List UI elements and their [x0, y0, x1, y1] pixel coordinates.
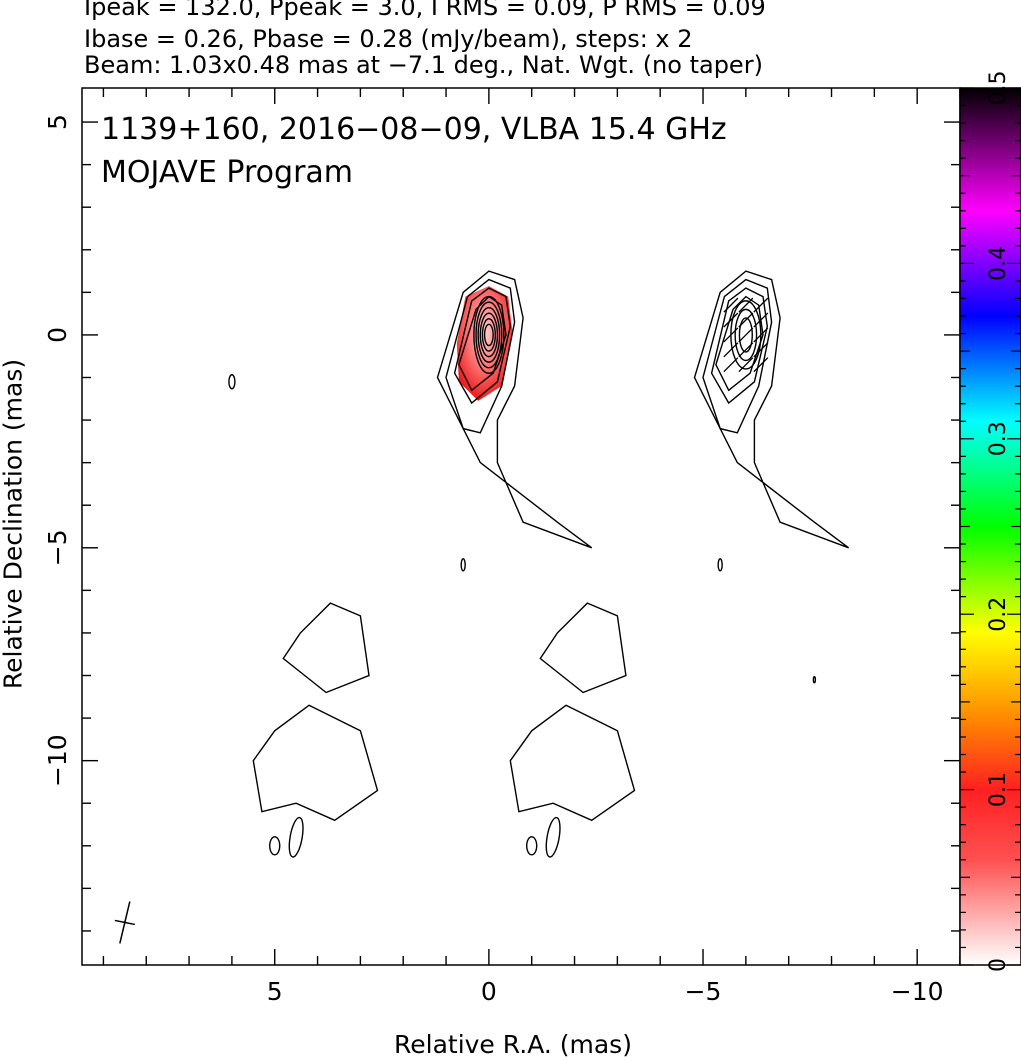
- contour-blob-i: [252, 704, 379, 822]
- evpa-vector: [723, 327, 739, 343]
- header-line-2: Ibase = 0.26, Pbase = 0.28 (mJy/beam), s…: [84, 25, 693, 53]
- colorbar-tick-label: 0.2: [986, 597, 1011, 632]
- contour-blob-p: [509, 704, 636, 822]
- contour-blob-p: [545, 816, 561, 858]
- contour-p-1: [702, 278, 773, 434]
- evpa-vector: [738, 312, 754, 328]
- header-line-1: Ipeak = 132.0, Ppeak = 3.0, I RMS = 0.09…: [84, 0, 766, 21]
- evpa-vector: [753, 327, 769, 343]
- contour-p-2: [710, 287, 769, 405]
- contour-blob-i: [228, 374, 236, 390]
- contour-p-core: [734, 308, 758, 362]
- contour-i-core: [481, 318, 497, 352]
- y-tick-label: 0: [43, 327, 72, 343]
- evpa-vector: [738, 342, 754, 358]
- evpa-vectors: [723, 297, 769, 373]
- contour-i-core: [477, 306, 501, 363]
- contour-i-core: [475, 301, 503, 369]
- contour-p-core: [738, 317, 753, 353]
- evpa-vector: [753, 342, 769, 358]
- evpa-vector: [753, 312, 769, 328]
- colorbar: [959, 87, 1021, 966]
- evpa-vector: [738, 357, 754, 373]
- evpa-vector: [738, 297, 754, 313]
- evpa-vector: [723, 312, 739, 328]
- colorbar-ticks: [960, 87, 1021, 966]
- contour-blob-p: [539, 602, 627, 694]
- contour-blob-p: [812, 676, 817, 684]
- colorbar-tick-labels: 0 0.1 0.2 0.3 0.4 0.5: [986, 71, 1011, 973]
- evpa-vector: [753, 297, 769, 313]
- y-tick-label: −10: [43, 734, 72, 787]
- y-tick-label: 5: [43, 114, 72, 130]
- beam-marker: [114, 901, 135, 944]
- contour-blob-i: [460, 558, 466, 572]
- contour-blob-i: [282, 602, 370, 694]
- evpa-vector: [723, 297, 739, 313]
- evpa-vector: [723, 357, 739, 373]
- axis-ticks: [82, 88, 961, 965]
- plot-title-line-1: 1139+160, 2016−08−09, VLBA 15.4 GHz: [101, 112, 727, 147]
- plot-title-line-2: MOJAVE Program: [101, 155, 354, 190]
- colorbar-tick-label: 0.4: [986, 246, 1011, 281]
- x-tick-label: 5: [267, 977, 283, 1006]
- axis-tick-labels: 5 0 −5 −10 5 0 −5 −10: [43, 114, 944, 1006]
- evpa-vector: [753, 357, 769, 373]
- colorbar-tick-label: 0.3: [986, 421, 1011, 456]
- colorbar-tick-label: 0.1: [986, 772, 1011, 807]
- contour-i-2: [453, 287, 512, 405]
- evpa-vector: [738, 327, 754, 343]
- y-tick-label: −5: [43, 529, 72, 566]
- contour-blob-p: [526, 836, 538, 856]
- contour-i-1: [445, 278, 516, 434]
- evpa-vector: [723, 342, 739, 358]
- x-tick-label: −10: [891, 977, 944, 1006]
- contour-layer: [228, 270, 850, 858]
- contour-i-core: [473, 295, 505, 374]
- contour-blob-p: [717, 558, 723, 572]
- contour-blob-i: [288, 816, 304, 858]
- contour-i-core: [479, 312, 499, 358]
- beam-minor-axis: [114, 919, 135, 926]
- contour-i-core: [483, 323, 494, 347]
- contour-blob-i: [269, 836, 281, 856]
- x-tick-label: 0: [481, 977, 497, 1006]
- x-tick-label: −5: [685, 977, 722, 1006]
- plot-frame: [81, 87, 961, 966]
- contour-p-0: [693, 270, 850, 549]
- contour-i-0: [436, 270, 593, 549]
- header-line-3: Beam: 1.03x0.48 mas at −7.1 deg., Nat. W…: [84, 51, 763, 79]
- colorbar-tick-label: 0: [986, 958, 1011, 972]
- colorbar-tick-label: 0.5: [986, 71, 1011, 106]
- x-axis-title: Relative R.A. (mas): [394, 1030, 632, 1059]
